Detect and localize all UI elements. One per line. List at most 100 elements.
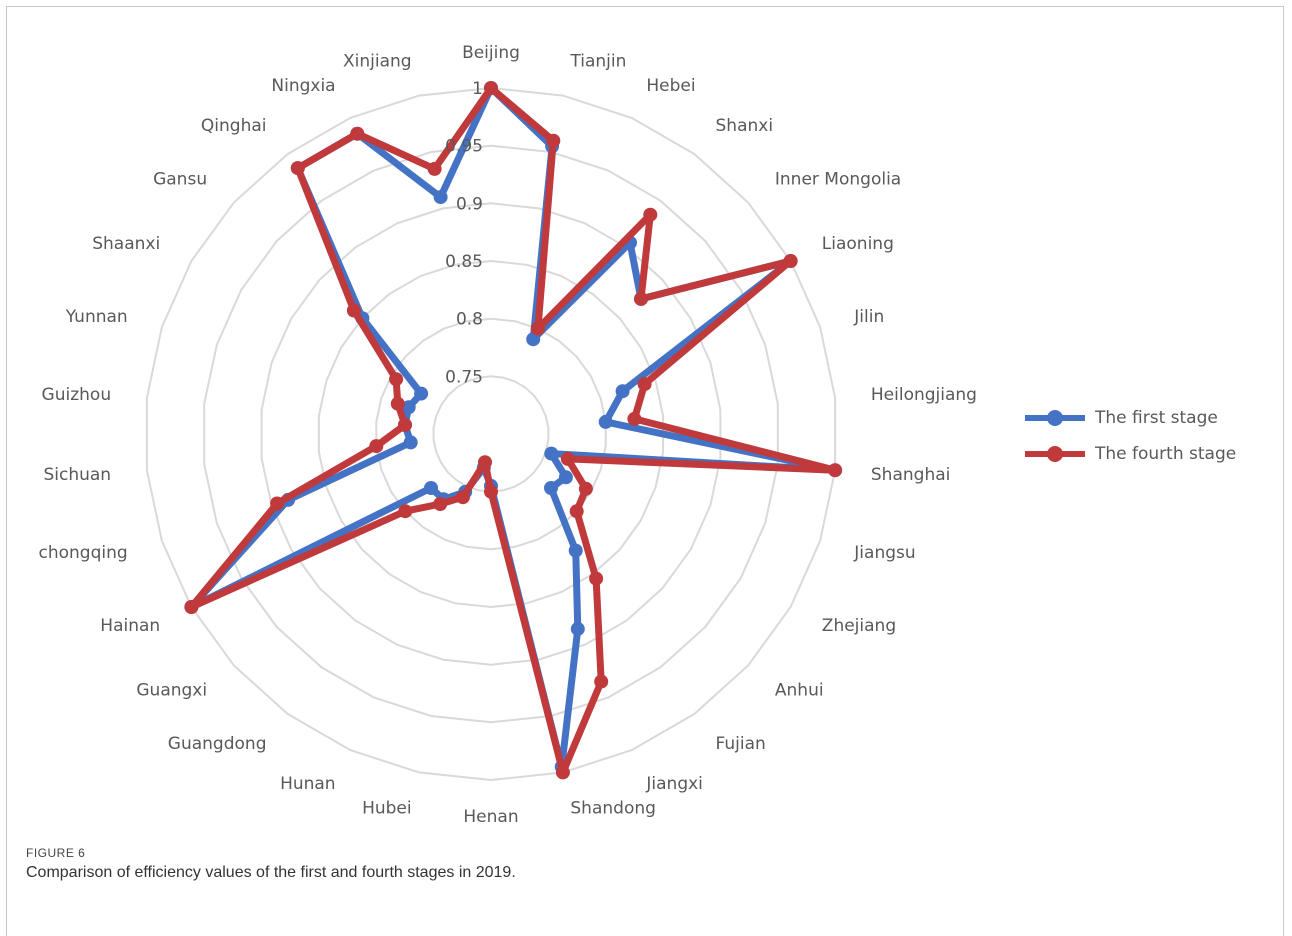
grid-ring-4 bbox=[203, 144, 779, 724]
data-point bbox=[350, 126, 365, 141]
category-label: Hunan bbox=[280, 774, 336, 794]
tick-label: 0.85 bbox=[445, 252, 483, 272]
category-label: Jilin bbox=[853, 307, 884, 327]
data-point bbox=[270, 496, 285, 511]
data-point bbox=[634, 291, 648, 306]
data-point bbox=[401, 400, 416, 415]
category-label: Heilongjiang bbox=[871, 385, 977, 405]
data-point bbox=[643, 207, 658, 222]
chart-legend: The first stage The fourth stage bbox=[1025, 400, 1236, 472]
data-point bbox=[433, 497, 448, 511]
series-2 bbox=[184, 81, 843, 780]
figure-caption: Comparison of efficiency values of the f… bbox=[26, 864, 516, 881]
data-point bbox=[484, 484, 498, 499]
category-label: Ningxia bbox=[271, 76, 335, 96]
category-label: Tianjin bbox=[569, 51, 626, 71]
tick-label: 0.8 bbox=[456, 310, 483, 330]
data-point bbox=[403, 435, 418, 450]
data-point bbox=[390, 396, 405, 411]
category-label: Jiangsu bbox=[853, 543, 915, 563]
data-point bbox=[530, 321, 545, 336]
figure-caption-block: FIGURE 6 Comparison of efficiency values… bbox=[26, 846, 516, 882]
grid-ring-2 bbox=[317, 259, 665, 609]
data-point bbox=[398, 504, 413, 519]
category-label: Qinghai bbox=[201, 116, 267, 136]
category-label: Anhui bbox=[775, 681, 824, 701]
category-label: Gansu bbox=[153, 169, 207, 189]
data-point bbox=[478, 455, 492, 470]
category-label: chongqing bbox=[39, 543, 128, 563]
legend-label-first-stage: The first stage bbox=[1095, 408, 1218, 428]
category-label: Guizhou bbox=[42, 385, 112, 405]
category-label: Shandong bbox=[570, 799, 656, 819]
data-point bbox=[544, 481, 558, 495]
category-label: Beijing bbox=[462, 43, 520, 63]
data-point bbox=[369, 439, 384, 454]
data-point bbox=[568, 543, 583, 558]
category-label: Xinjiang bbox=[343, 51, 412, 71]
category-label: Shaanxi bbox=[92, 234, 160, 254]
data-point bbox=[484, 81, 498, 95]
category-label: Sichuan bbox=[43, 465, 111, 485]
data-point bbox=[828, 463, 843, 478]
data-point bbox=[433, 190, 448, 205]
radar-category-labels: Beijing Tianjin Hebei Shanxi Inner Mongolia L… bbox=[39, 43, 977, 827]
category-label: Guangdong bbox=[168, 734, 267, 754]
category-label: Yunnan bbox=[65, 307, 128, 327]
category-label: Henan bbox=[463, 807, 518, 827]
tick-label: 0.75 bbox=[445, 367, 483, 387]
data-point bbox=[570, 621, 585, 636]
figure-frame bbox=[6, 6, 1284, 936]
data-point bbox=[598, 414, 613, 429]
radar-chart: 0.75 0.8 0.85 0.9 0.95 1 Beijing Tianjin Hebei S… bbox=[39, 43, 977, 827]
data-point bbox=[783, 254, 798, 268]
data-point bbox=[346, 303, 361, 318]
series-line bbox=[187, 84, 839, 776]
legend-swatch-fourth-stage bbox=[1025, 446, 1085, 462]
tick-label: 1 bbox=[472, 79, 483, 99]
figure-label: FIGURE 6 bbox=[26, 846, 86, 860]
category-label: Jiangxi bbox=[645, 774, 703, 794]
category-label: Shanxi bbox=[716, 116, 774, 136]
data-point bbox=[578, 481, 593, 496]
category-label: Inner Mongolia bbox=[775, 169, 901, 189]
legend-label-fourth-stage: The fourth stage bbox=[1095, 444, 1237, 464]
tick-label: 0.9 bbox=[456, 194, 483, 214]
data-point bbox=[398, 418, 412, 432]
legend-swatch-first-stage bbox=[1025, 410, 1085, 426]
data-point bbox=[560, 451, 575, 466]
data-point bbox=[526, 332, 541, 347]
data-point bbox=[455, 490, 470, 505]
category-label: Liaoning bbox=[822, 234, 894, 254]
data-point bbox=[589, 571, 604, 586]
grid-ring-5 bbox=[145, 86, 837, 782]
data-point bbox=[546, 133, 561, 148]
tick-label: 0.95 bbox=[445, 137, 483, 157]
data-point bbox=[427, 161, 442, 176]
data-point bbox=[414, 386, 429, 401]
grid-ring-3 bbox=[260, 202, 722, 666]
data-point bbox=[290, 161, 305, 176]
data-point bbox=[184, 600, 199, 614]
radar-grid bbox=[145, 86, 837, 782]
data-point bbox=[615, 384, 630, 399]
legend-item-first-stage: The first stage bbox=[1025, 400, 1236, 436]
category-label: Fujian bbox=[716, 734, 766, 754]
data-point bbox=[627, 411, 642, 426]
category-label: Hebei bbox=[646, 76, 695, 96]
category-label: Zhejiang bbox=[822, 616, 896, 636]
radar-tick-labels: 0.75 0.8 0.85 0.9 0.95 1 bbox=[445, 79, 483, 387]
radar-series bbox=[184, 81, 843, 780]
data-point bbox=[544, 446, 559, 461]
category-label: Hubei bbox=[362, 799, 412, 819]
data-point bbox=[569, 504, 584, 519]
category-label: Shanghai bbox=[871, 465, 950, 485]
data-point bbox=[637, 377, 652, 392]
data-point bbox=[424, 481, 438, 495]
series-line bbox=[187, 84, 839, 771]
category-label: Hainan bbox=[100, 616, 160, 636]
data-point bbox=[558, 470, 573, 485]
data-point bbox=[594, 674, 609, 689]
data-point bbox=[555, 765, 570, 780]
data-point bbox=[389, 372, 404, 387]
